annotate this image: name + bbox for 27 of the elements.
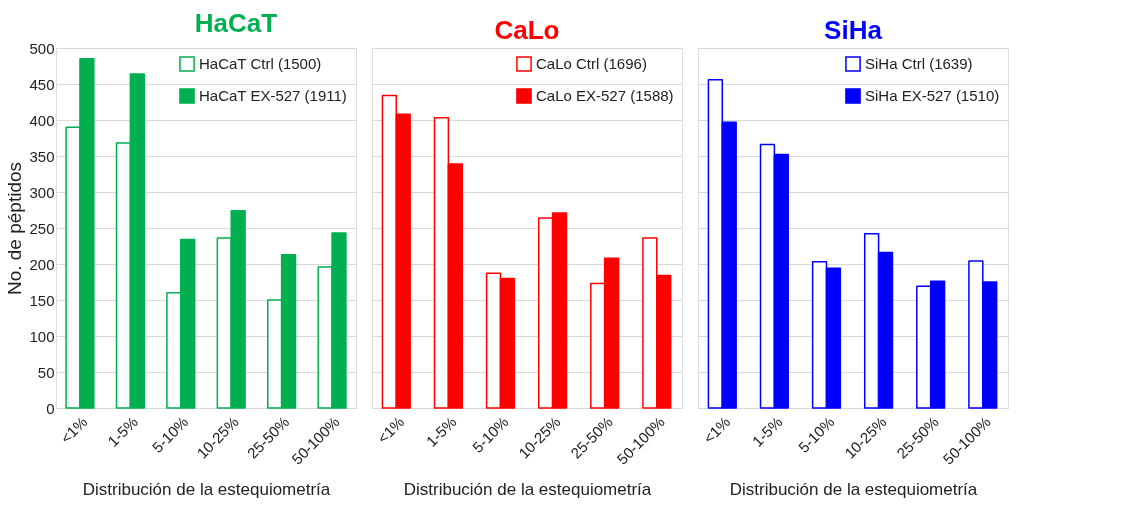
legend-label: CaLo Ctrl (1696) [536,55,647,72]
y-tick-label: 500 [29,39,55,57]
legend-label: SiHa EX-527 (1510) [865,87,1000,104]
legend-label: HaCaT Ctrl (1500) [199,55,322,72]
legend-label: HaCaT EX-527 (1911) [199,87,347,104]
y-tick-label: 50 [37,363,55,381]
y-tick-label: 300 [29,183,55,201]
y-tick-label: 400 [29,111,55,129]
y-tick-label: 150 [29,291,55,309]
y-tick-label: 200 [29,255,55,273]
y-tick-label: 0 [46,399,55,417]
x-tick-label: <1% [57,413,91,447]
x-tick-label: <1% [699,413,734,447]
y-tick-label: 350 [29,147,55,165]
y-axis-title: No. de péptidos [4,161,26,296]
y-tick-label: 100 [29,327,55,345]
y-tick-label: 450 [29,75,55,93]
chart-title: HaCaT [194,8,278,38]
x-axis-title: Distribución de la estequiometría [403,479,652,499]
legend-label: SiHa Ctrl (1639) [865,55,973,72]
legend-label: CaLo EX-527 (1588) [536,87,674,104]
x-axis-title: Distribución de la estequiometría [82,479,331,499]
x-axis-title: Distribución de la estequiometría [729,479,978,499]
x-tick-label: <1% [373,413,408,447]
y-tick-label: 250 [29,219,55,237]
chart-title: SiHa [824,15,883,45]
chart-title: CaLo [494,15,560,45]
